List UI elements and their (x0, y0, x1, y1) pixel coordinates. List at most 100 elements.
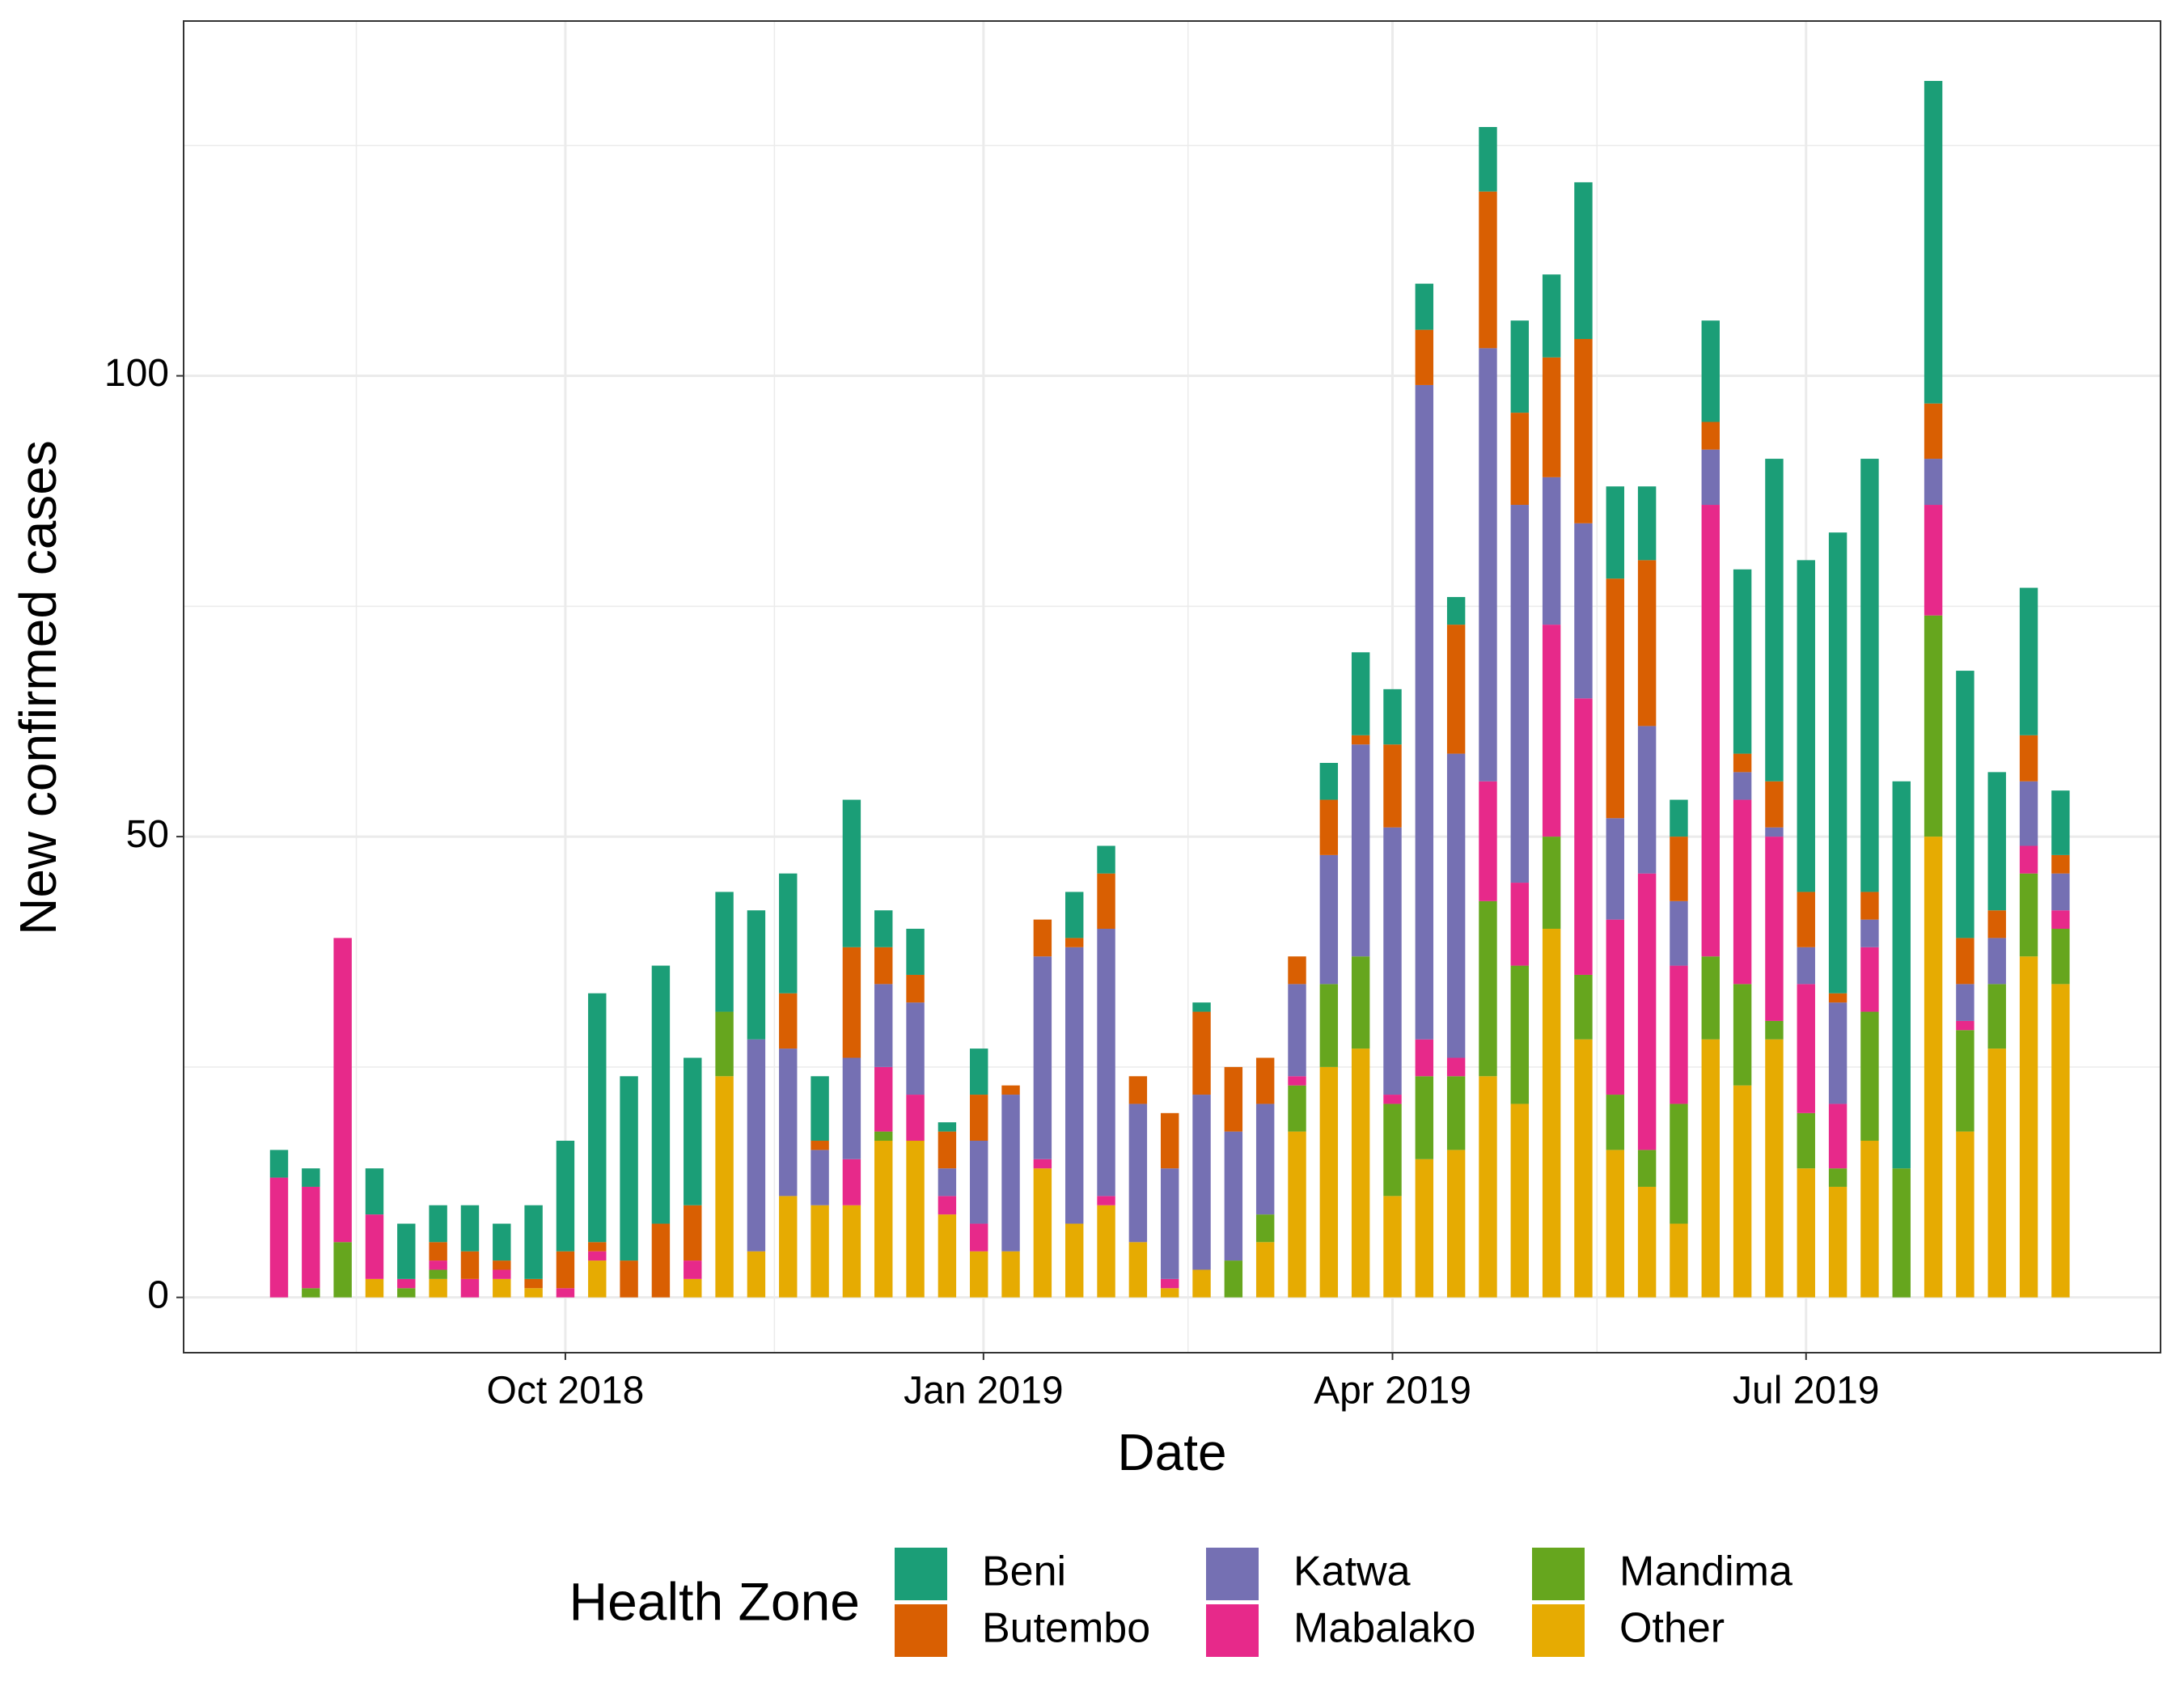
bar-segment (1001, 1095, 1020, 1252)
bar-segment (906, 974, 925, 1003)
bar-segment (1956, 938, 1974, 985)
y-tick-label: 0 (147, 1273, 169, 1316)
bar-segment (874, 984, 893, 1067)
bar-segment (2051, 910, 2070, 930)
bar-segment (1892, 781, 1911, 1169)
bar-segment (2019, 845, 2038, 874)
bar-segment (1383, 1104, 1402, 1197)
bar-segment (1828, 1186, 1848, 1298)
bar-segment (1956, 1131, 1974, 1298)
bar-segment (1319, 984, 1339, 1067)
bar-segment (1733, 1085, 1752, 1298)
bar-segment (1351, 744, 1370, 957)
bar-segment (811, 1205, 829, 1298)
bar-segment (333, 1242, 352, 1298)
bar-segment (779, 873, 798, 993)
bar-segment (588, 993, 607, 1243)
bar-segment (397, 1288, 416, 1298)
bar-segment (1606, 919, 1625, 1095)
bar-segment (1288, 1131, 1306, 1298)
bar-segment (1383, 1196, 1402, 1298)
bar-segment (1606, 578, 1625, 819)
bar-segment (1765, 781, 1784, 828)
bar-segment (1479, 126, 1497, 192)
bar-segment (1255, 1214, 1275, 1243)
bar-segment (556, 1251, 575, 1289)
bar-segment (1542, 477, 1561, 625)
bar-segment (1670, 965, 1688, 1104)
bar-segment (620, 1260, 638, 1298)
bar-segment (874, 1141, 893, 1298)
bar-segment (1192, 1269, 1211, 1298)
bar-segment (970, 1251, 988, 1298)
bar-segment (1446, 1057, 1466, 1077)
bar-segment (1987, 772, 2006, 911)
bar-segment (365, 1214, 384, 1279)
bar-segment (1542, 625, 1561, 837)
bar-segment (842, 947, 861, 1058)
bar-segment (397, 1223, 416, 1279)
bar-segment (1860, 919, 1879, 947)
bar-segment (1097, 1196, 1115, 1205)
bar-segment (1415, 329, 1434, 385)
bar-segment (1097, 1205, 1115, 1298)
bar-segment (779, 993, 798, 1049)
bar-segment (1637, 560, 1657, 727)
bar-segment (970, 1223, 988, 1252)
bar-segment (365, 1278, 384, 1298)
bar-segment (1319, 762, 1339, 800)
bar-segment (1956, 984, 1974, 1021)
bar-segment (1797, 1168, 1815, 1298)
bar-segment (1956, 671, 1974, 938)
bar-segment (842, 1205, 861, 1298)
bar-segment (460, 1251, 480, 1279)
bar-segment (1542, 929, 1561, 1298)
bar-segment (493, 1223, 511, 1261)
bar-segment (1574, 698, 1593, 975)
bar-segment (1446, 753, 1466, 1058)
bar-segment (938, 1131, 957, 1169)
bar-segment (1288, 984, 1306, 1077)
bar-segment (1510, 1104, 1530, 1298)
bar-segment (684, 1057, 702, 1205)
bar-segment (1797, 560, 1815, 892)
bar-segment (1765, 827, 1784, 837)
legend-label: Katwa (1293, 1548, 1411, 1595)
bar-segment (1351, 956, 1370, 1049)
bar-segment (1701, 1039, 1720, 1298)
plot-frame (183, 20, 2161, 1354)
bar-segment (1446, 625, 1466, 754)
bar-segment (1542, 274, 1561, 358)
bar-segment (1064, 892, 1084, 938)
legend-label: Beni (982, 1548, 1066, 1595)
bar-segment (1701, 449, 1720, 506)
bar-segment (1924, 81, 1943, 404)
bar-segment (1765, 1020, 1784, 1040)
bar-segment (1383, 688, 1402, 745)
bar-segment (269, 1150, 289, 1178)
bar-segment (1828, 993, 1848, 1003)
bar-segment (588, 1242, 607, 1252)
bar-segment (1670, 1104, 1688, 1224)
bar-segment (1351, 735, 1370, 745)
bar-segment (1479, 781, 1497, 901)
bar-segment (715, 1076, 734, 1298)
bar-segment (1446, 1076, 1466, 1150)
x-tick-label: Oct 2018 (487, 1370, 645, 1413)
bar-segment (2019, 781, 2038, 846)
bar-segment (429, 1242, 447, 1261)
legend-key (895, 1548, 947, 1600)
bar-segment (397, 1278, 416, 1289)
bar-segment (1860, 892, 1879, 920)
bar-segment (1701, 505, 1720, 957)
bar-segment (1160, 1112, 1179, 1169)
bar-segment (811, 1141, 829, 1150)
bar-segment (1415, 1039, 1434, 1077)
x-axis-title: Date (1117, 1423, 1226, 1481)
bar-segment (1606, 818, 1625, 920)
bar-segment (1828, 1168, 1848, 1187)
bar-segment (1128, 1076, 1148, 1104)
bar-segment (1479, 348, 1497, 782)
bar-segment (1097, 845, 1115, 874)
legend-label: Other (1619, 1605, 1725, 1652)
